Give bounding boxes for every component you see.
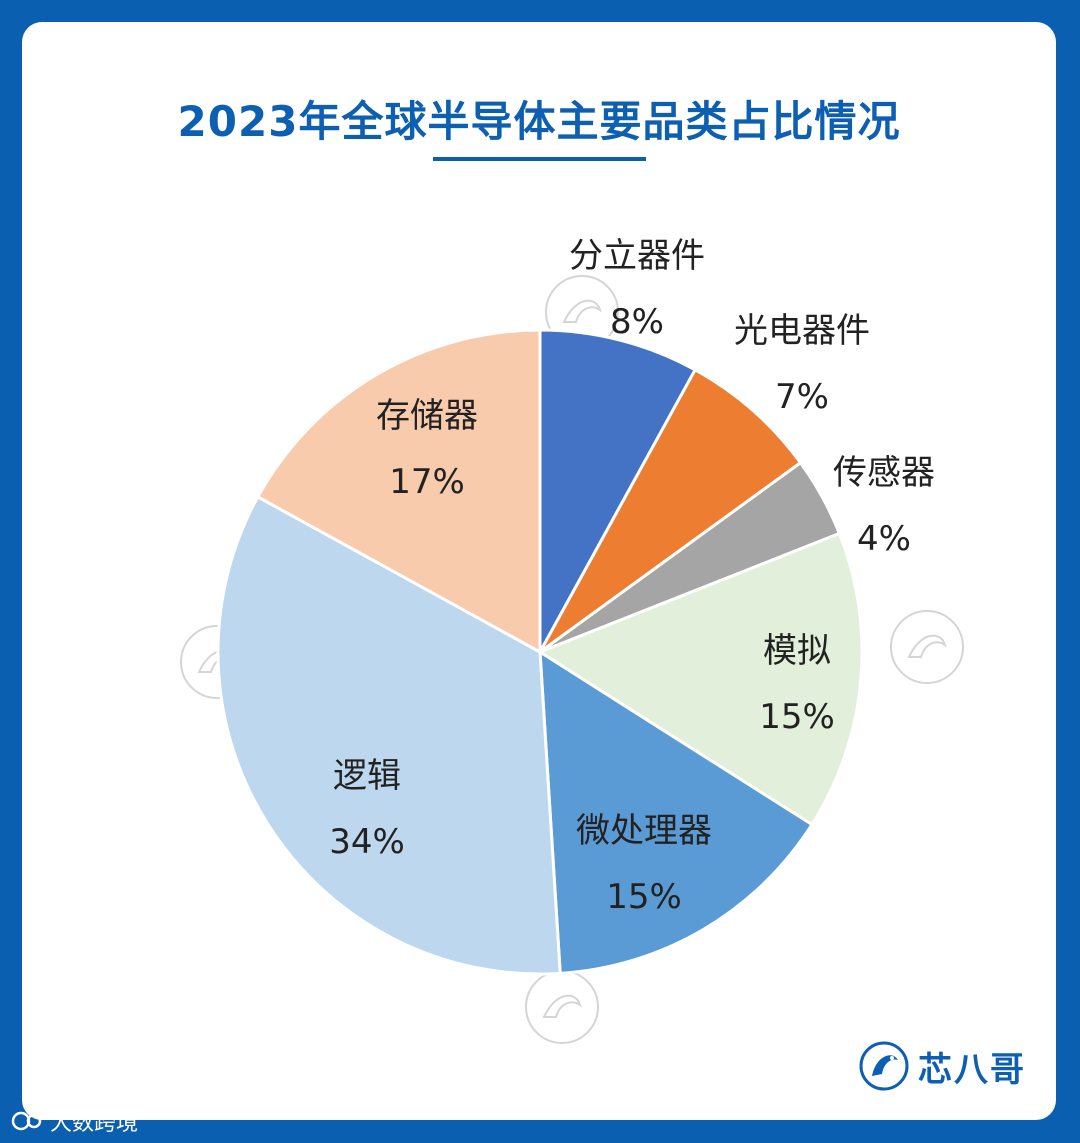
source-text: 大数跨境 — [50, 1111, 139, 1136]
slice-value-label: 4% — [857, 519, 911, 559]
slice-category-label: 存储器 — [376, 396, 478, 436]
source-watermark: 大数跨境 — [10, 1105, 138, 1137]
watermark-logo-icon — [525, 970, 599, 1044]
pie-slice — [538, 649, 814, 975]
pie-slices — [216, 328, 864, 976]
slice-value-label: 17% — [389, 462, 465, 502]
slice-value-label: 7% — [775, 377, 829, 417]
pie-slice — [536, 531, 864, 827]
title-underline — [433, 157, 646, 161]
slice-category-label: 分立器件 — [569, 236, 705, 276]
slice-category-label: 模拟 — [763, 631, 831, 671]
pie-chart: 分立器件 8% 光电器件 7%传感器 4% 模拟 15% 微处理器 15% 逻辑 34% 存储器 17% — [180, 236, 964, 1044]
pie-slice — [255, 328, 542, 655]
pie-labels: 分立器件 8% 光电器件 7%传感器 4% 模拟 15% 微处理器 15% 逻辑 34% 存储器 17% — [329, 236, 935, 917]
pie-slice — [538, 328, 698, 653]
brand-bird-icon — [859, 1041, 909, 1091]
slice-category-label: 传感器 — [833, 453, 935, 493]
slice-value-label: 15% — [606, 877, 682, 917]
slice-value-label: 8% — [610, 302, 664, 342]
chart-title: 2023年全球半导体主要品类占比情况 — [177, 97, 901, 146]
source-logo-icon — [11, 1111, 42, 1131]
watermark-logo-icon — [890, 610, 964, 684]
slice-category-label: 微处理器 — [576, 811, 712, 851]
pie-slice — [538, 367, 803, 654]
slice-category-label: 光电器件 — [734, 311, 870, 351]
slice-category-label: 逻辑 — [333, 756, 401, 796]
slice-value-label: 34% — [329, 822, 405, 862]
brand-logo: 芯八哥 — [858, 1040, 1026, 1092]
slice-value-label: 15% — [759, 697, 835, 737]
chart-card: 2023年全球半导体主要品类占比情况 — [22, 22, 1056, 1120]
brand-name: 芯八哥 — [918, 1049, 1026, 1090]
